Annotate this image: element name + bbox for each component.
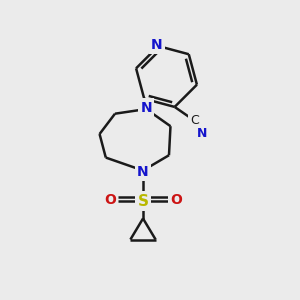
Text: N: N: [151, 38, 163, 52]
Text: C: C: [190, 114, 199, 127]
Text: N: N: [197, 127, 207, 140]
Text: N: N: [140, 100, 152, 115]
Text: O: O: [170, 193, 182, 207]
Text: O: O: [104, 193, 116, 207]
Text: N: N: [137, 165, 149, 179]
Text: S: S: [137, 194, 148, 208]
